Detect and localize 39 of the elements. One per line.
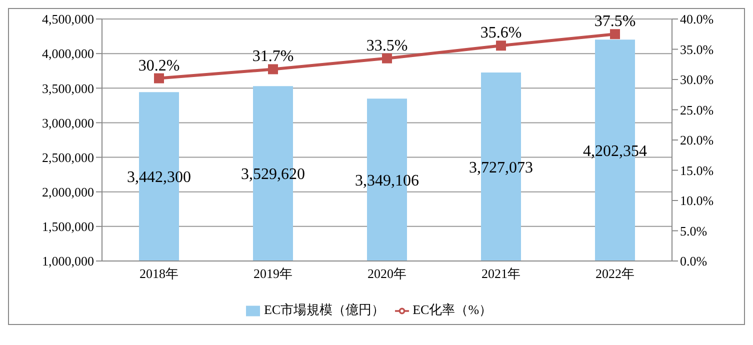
y-tick-label: 3,000,000 [42, 115, 94, 130]
y2-tick-label: 15.0% [680, 162, 714, 178]
data-label: 37.5% [594, 13, 636, 30]
data-label: 3,349,106 [355, 172, 419, 190]
data-label: 35.6% [480, 24, 522, 42]
data-label: 3,529,620 [241, 166, 305, 184]
point [610, 29, 620, 40]
point [268, 64, 278, 74]
y2-tick-label: 25.0% [680, 102, 714, 118]
x-tick-label: 2020年 [368, 266, 406, 282]
y-tick-label: 1,500,000 [42, 219, 94, 234]
legend-label: EC化率（%） [412, 302, 492, 317]
y-tick-label: 3,500,000 [42, 80, 94, 96]
x-tick-label: 2019年 [254, 266, 292, 282]
y-tick-label: 4,000,000 [42, 46, 94, 62]
y-tick-label: 4,500,000 [42, 12, 94, 27]
y2-tick-label: 5.0% [680, 223, 708, 238]
point [496, 40, 506, 51]
point [382, 53, 392, 64]
data-label: 3,727,073 [469, 159, 533, 176]
legend-label: EC市場規模（億円） [264, 302, 385, 317]
y2-tick-label: 10.0% [680, 193, 714, 208]
y2-tick-label: 35.0% [680, 42, 714, 57]
y2-tick-label: 40.0% [680, 12, 714, 27]
data-label: 31.7% [252, 48, 294, 66]
y2-tick-label: 20.0% [680, 132, 714, 148]
data-label: 33.5% [366, 37, 408, 54]
point [154, 73, 164, 84]
x-tick-label: 2021年 [482, 266, 520, 282]
y-tick-label: 1,000,000 [42, 254, 94, 269]
y2-tick-label: 0.0% [680, 254, 708, 269]
data-label: 3,442,300 [127, 169, 191, 186]
data-label: 4,202,354 [583, 142, 647, 160]
data-label: 30.2% [138, 57, 180, 74]
y-tick-label: 2,500,000 [42, 150, 94, 165]
x-tick-label: 2018年 [140, 266, 178, 282]
y2-tick-label: 30.0% [680, 72, 714, 88]
y-tick-label: 2,000,000 [42, 184, 94, 200]
x-tick-label: 2022年 [596, 266, 634, 282]
